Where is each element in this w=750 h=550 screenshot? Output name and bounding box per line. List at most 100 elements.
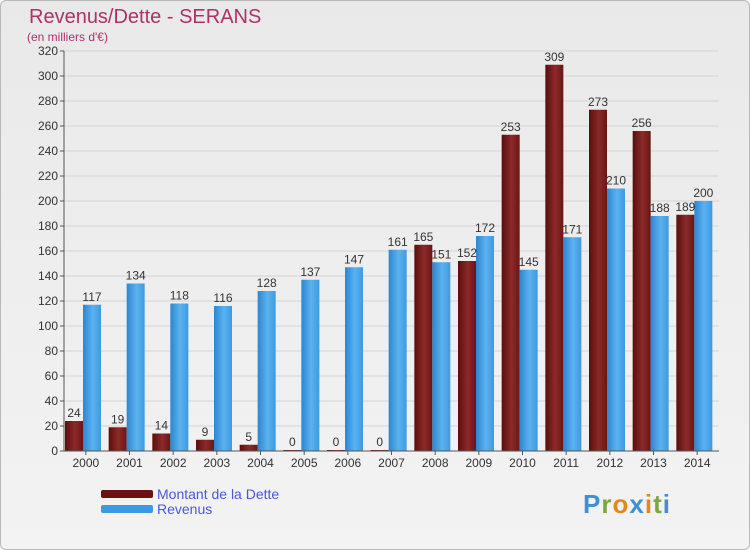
bar-revenue [563, 237, 582, 451]
y-tick-label: 280 [38, 94, 58, 108]
data-label-revenue: 128 [257, 276, 277, 290]
y-tick-label: 300 [38, 69, 58, 83]
bar-revenue [476, 236, 494, 451]
data-label-revenue: 161 [388, 235, 408, 249]
chart-axes [60, 50, 719, 455]
data-label-revenue: 117 [82, 290, 101, 304]
data-label-debt: 9 [202, 425, 209, 439]
x-tick-label: 2003 [203, 456, 230, 470]
x-tick-label: 2000 [72, 456, 99, 470]
x-tick-label: 2009 [465, 456, 492, 470]
data-label-debt: 309 [544, 50, 564, 64]
data-label-revenue: 137 [300, 265, 320, 279]
data-label-debt: 152 [457, 246, 477, 260]
data-label-debt: 256 [632, 116, 652, 130]
data-label-debt: 5 [245, 430, 252, 444]
data-label-revenue: 147 [344, 252, 364, 266]
y-tick-label: 260 [38, 119, 58, 133]
data-label-debt: 273 [588, 95, 608, 109]
data-label-revenue: 210 [606, 174, 626, 188]
data-label-revenue: 200 [693, 186, 713, 200]
x-tick-label: 2004 [247, 456, 274, 470]
data-label-revenue: 188 [650, 201, 670, 215]
x-tick-label: 2013 [640, 456, 667, 470]
data-label-revenue: 172 [475, 221, 495, 235]
data-label-revenue: 116 [213, 291, 232, 305]
y-tick-label: 320 [38, 44, 58, 58]
data-label-revenue: 118 [170, 289, 189, 303]
bar-debt [108, 427, 127, 451]
x-tick-label: 2006 [334, 456, 361, 470]
bar-revenue [126, 283, 145, 451]
bar-debt [414, 244, 433, 451]
x-tick-label: 2014 [684, 456, 711, 470]
data-label-debt: 0 [289, 435, 296, 449]
bar-debt [458, 261, 476, 451]
bar-debt [196, 439, 214, 451]
data-label-debt: 189 [675, 200, 695, 214]
proxiti-logo: Proxiti [583, 489, 671, 519]
y-tick-label: 100 [38, 319, 58, 333]
chart-bars [65, 64, 713, 451]
bar-revenue [345, 267, 363, 451]
legend-label-revenue: Revenus [157, 501, 213, 517]
data-label-debt: 14 [155, 419, 169, 433]
data-label-debt: 24 [67, 406, 81, 420]
y-tick-label: 40 [45, 394, 59, 408]
chart-labels: 0204060801001201401601802002202402602803… [38, 44, 714, 470]
x-tick-label: 2002 [160, 456, 187, 470]
y-tick-label: 220 [38, 169, 58, 183]
x-tick-label: 2012 [596, 456, 623, 470]
x-tick-label: 2010 [509, 456, 536, 470]
x-tick-label: 2001 [116, 456, 143, 470]
bar-revenue [83, 304, 101, 451]
bar-debt [545, 64, 564, 451]
data-label-revenue: 151 [431, 247, 451, 261]
y-tick-label: 200 [38, 194, 58, 208]
y-tick-label: 160 [38, 244, 58, 258]
bar-revenue [432, 262, 451, 451]
y-tick-label: 240 [38, 144, 58, 158]
legend-label-debt: Montant de la Dette [157, 486, 280, 502]
data-label-debt: 19 [111, 412, 125, 426]
y-tick-label: 180 [38, 219, 58, 233]
x-tick-label: 2005 [291, 456, 318, 470]
data-label-debt: 0 [376, 435, 383, 449]
y-tick-label: 80 [45, 344, 59, 358]
bar-revenue [301, 279, 320, 451]
y-tick-label: 120 [38, 294, 58, 308]
data-label-revenue: 134 [126, 269, 146, 283]
bar-debt [676, 214, 695, 451]
data-label-revenue: 145 [519, 255, 539, 269]
legend-swatch-revenue [101, 505, 153, 513]
bar-debt [589, 109, 607, 451]
x-tick-label: 2007 [378, 456, 405, 470]
y-tick-label: 60 [45, 369, 59, 383]
y-tick-label: 0 [51, 444, 58, 458]
legend-swatch-debt [101, 490, 153, 498]
y-tick-label: 20 [45, 419, 59, 433]
x-tick-label: 2011 [553, 456, 579, 470]
data-label-debt: 165 [413, 230, 433, 244]
y-tick-label: 140 [38, 269, 58, 283]
bar-revenue [170, 303, 189, 451]
bar-debt [632, 131, 651, 451]
bar-revenue [694, 201, 713, 451]
bar-debt [152, 433, 171, 451]
bar-debt [501, 134, 520, 451]
x-tick-label: 2008 [422, 456, 449, 470]
bar-debt [65, 421, 83, 451]
bar-revenue [650, 216, 669, 451]
bar-debt [239, 444, 258, 451]
bar-revenue [388, 249, 407, 451]
bar-revenue [519, 269, 538, 451]
chart-title: Revenus/Dette - SERANS [29, 6, 262, 28]
data-label-debt: 0 [333, 435, 340, 449]
bar-revenue [607, 188, 625, 451]
bar-revenue [214, 306, 232, 451]
data-label-revenue: 171 [562, 222, 582, 236]
bar-revenue [257, 291, 276, 451]
chart-subtitle: (en milliers d'€) [27, 30, 108, 44]
